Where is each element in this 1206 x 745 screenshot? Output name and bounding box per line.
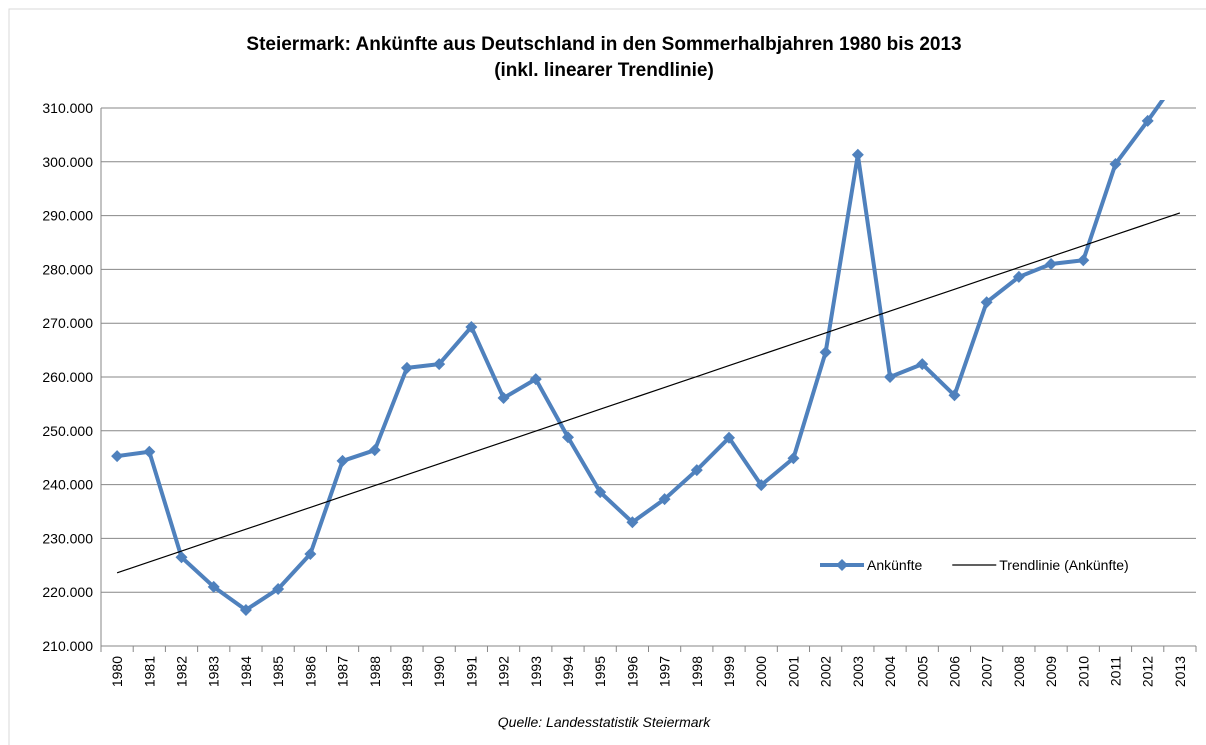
data-point [433,358,446,371]
x-tick-label: 2013 [1172,656,1188,687]
data-point [1141,114,1154,127]
data-point [1012,270,1025,283]
x-tick-label: 1980 [109,656,125,687]
data-point [111,450,124,463]
data-point [561,431,574,444]
data-point [755,479,768,492]
x-tick-label: 1989 [399,656,415,687]
x-tick-label: 2003 [850,656,866,687]
x-tick-label: 1984 [238,656,254,687]
data-point [851,148,864,161]
x-tick-label: 2004 [882,656,898,687]
y-tick-label: 240.000 [42,477,93,493]
x-tick-label: 1986 [302,656,318,687]
y-tick-label: 280.000 [42,261,93,277]
y-tick-label: 230.000 [42,530,93,546]
data-point [594,486,607,499]
data-point [980,296,993,309]
data-point [819,346,832,359]
x-tick-label: 1999 [721,656,737,687]
y-tick-label: 220.000 [42,584,93,600]
x-tick-label: 1982 [174,656,190,687]
source-note: Quelle: Landesstatistik Steiermark [498,714,711,730]
legend-label: Ankünfte [867,557,922,573]
x-tick-label: 1987 [335,656,351,687]
data-point [529,373,542,386]
legend-marker [836,559,848,571]
data-point [497,391,510,404]
data-point [916,358,929,371]
y-tick-label: 310.000 [42,100,93,116]
legend-label: Trendlinie (Ankünfte) [999,557,1128,573]
y-tick-label: 290.000 [42,208,93,224]
y-tick-label: 210.000 [42,638,93,654]
data-line [116,100,1166,612]
x-tick-label: 1995 [592,656,608,687]
y-tick-label: 270.000 [42,315,93,331]
data-point [626,516,639,529]
x-tick-label: 2002 [818,656,834,687]
data-point [723,431,736,444]
x-tick-label: 2008 [1011,656,1027,687]
data-point [948,389,961,402]
data-point [1077,254,1090,267]
data-point [465,320,478,333]
x-tick-label: 2000 [753,656,769,687]
x-tick-label: 2010 [1075,656,1091,687]
x-tick-label: 2005 [914,656,930,687]
data-point [272,582,285,595]
y-tick-label: 260.000 [42,369,93,385]
data-point [690,464,703,477]
x-tick-label: 1994 [560,656,576,687]
x-tick-label: 1985 [270,656,286,687]
y-tick-label: 250.000 [42,423,93,439]
x-tick-label: 1981 [141,656,157,687]
chart-title: Steiermark: Ankünfte aus Deutschland in … [246,34,961,55]
data-point [143,445,156,458]
data-point [1109,157,1122,170]
data-point [336,454,349,467]
data-point [368,444,381,457]
x-tick-label: 1990 [431,656,447,687]
data-point [239,603,252,616]
x-tick-label: 2001 [785,656,801,687]
x-tick-label: 1991 [463,656,479,687]
x-tick-label: 2006 [946,656,962,687]
data-point [400,361,413,374]
x-tick-label: 1992 [496,656,512,687]
x-tick-label: 2009 [1043,656,1059,687]
data-point [658,493,671,506]
x-tick-label: 1993 [528,656,544,687]
plot [111,100,1181,616]
data-point [1045,258,1058,271]
x-tick-label: 1988 [367,656,383,687]
x-tick-label: 2012 [1140,656,1156,687]
data-point [787,452,800,465]
data-point [304,548,317,561]
y-tick-label: 300.000 [42,154,93,170]
x-tick-label: 2011 [1107,656,1123,686]
x-tick-label: 2007 [979,656,995,687]
chart-subtitle: (inkl. linearer Trendlinie) [494,60,714,81]
data-point [884,371,897,383]
data-point [175,551,188,564]
data-point [207,580,220,593]
x-tick-label: 1983 [206,656,222,687]
x-tick-label: 1998 [689,656,705,687]
x-tick-label: 1996 [624,656,640,687]
x-tick-label: 1997 [657,656,673,687]
trend-line [116,212,1181,574]
